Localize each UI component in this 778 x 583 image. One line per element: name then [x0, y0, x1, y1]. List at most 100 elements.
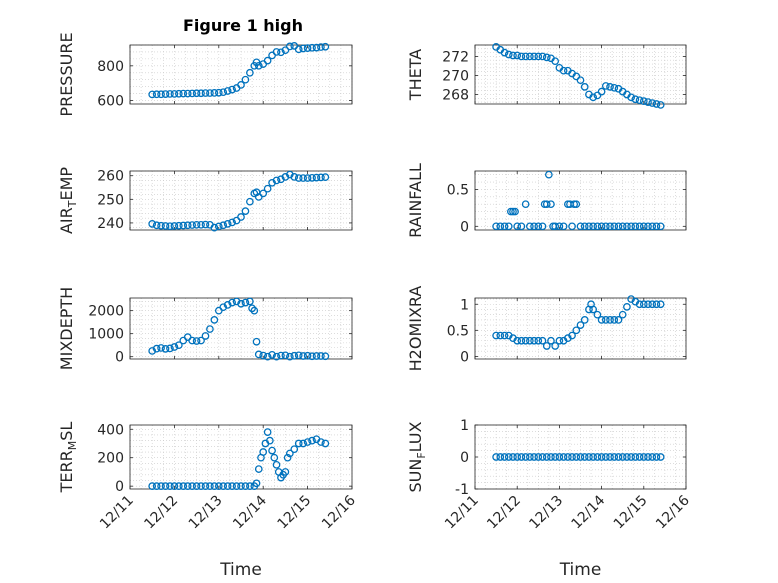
data-point [492, 453, 500, 461]
y-axis-label: MIXDEPTH [57, 287, 76, 370]
y-axis-label: SUNFLUX [406, 421, 428, 492]
y-axis-label: THETA [406, 49, 425, 101]
data-point [504, 453, 513, 461]
data-point [614, 222, 623, 231]
data-point [299, 352, 308, 360]
data-point [179, 89, 188, 98]
data-point [170, 482, 179, 491]
data-point [192, 89, 201, 98]
data-point [299, 44, 308, 53]
data-point [294, 174, 303, 182]
data-point [192, 337, 201, 345]
data-point [580, 453, 589, 461]
data-point [263, 352, 272, 361]
data-point [210, 89, 219, 97]
data-point [635, 453, 644, 461]
data-point [317, 438, 325, 446]
data-point [232, 482, 241, 491]
data-point [259, 189, 268, 198]
data-point [192, 482, 201, 491]
data-point [538, 222, 547, 231]
data-point [174, 89, 183, 98]
plot-area [130, 45, 352, 104]
data-point [161, 90, 170, 98]
data-point [644, 453, 652, 461]
y-tick-label: 400 [97, 422, 124, 438]
data-point [614, 453, 623, 461]
data-point [223, 220, 232, 228]
data-point [285, 352, 294, 361]
data-point [572, 453, 581, 461]
data-point [610, 453, 619, 461]
data-point [263, 184, 272, 193]
data-point [576, 76, 585, 85]
data-point [601, 82, 610, 90]
data-point [530, 222, 538, 231]
data-point [618, 222, 627, 231]
data-point [252, 479, 261, 488]
y-tick-label: 0 [460, 450, 469, 466]
data-point [317, 43, 325, 51]
data-point [555, 222, 564, 231]
data-point [272, 176, 281, 185]
data-point [542, 453, 551, 461]
data-point [538, 453, 547, 461]
subplot-2: 268 270 272 THETA [406, 43, 687, 109]
data-point [166, 222, 174, 231]
axes-box [474, 44, 687, 105]
data-point [188, 89, 197, 98]
y-tick-label: 200 [97, 451, 124, 467]
data-point [237, 482, 245, 491]
data-point [166, 344, 174, 353]
data-point [492, 222, 500, 231]
data-point [580, 316, 589, 324]
data-point [228, 482, 236, 491]
data-point [635, 222, 644, 231]
data-point [303, 44, 312, 52]
y-axis-label: TERRMSL [57, 422, 79, 494]
data-point [272, 352, 281, 361]
axes-box [129, 44, 353, 105]
data-point [272, 48, 281, 56]
data-point [277, 48, 285, 57]
data-point [559, 66, 568, 75]
plot-area [130, 425, 352, 489]
y-tick-label: 2000 [88, 304, 124, 320]
axes-box [129, 170, 353, 231]
data-point [652, 222, 661, 231]
data-point [530, 336, 538, 345]
data-point [639, 453, 648, 461]
data-point [148, 482, 157, 491]
data-point [321, 352, 330, 361]
data-point [321, 42, 330, 51]
data-point [639, 300, 648, 309]
data-point [551, 453, 560, 461]
y-tick-label: 0.5 [447, 323, 469, 339]
data-point [593, 453, 602, 461]
data-point [308, 352, 316, 361]
y-tick-label: 1 [460, 297, 469, 313]
data-point [237, 299, 245, 308]
data-point [290, 351, 299, 360]
x-tick-label: 12/13 [186, 493, 226, 533]
data-point [526, 453, 534, 461]
data-point [201, 220, 210, 229]
subplot-7: 12/11 12/12 12/13 12/14 12/15 12/16 0 200 400 TER… [57, 422, 359, 580]
plot-area [475, 171, 686, 230]
y-axis-label: PRESSURE [57, 32, 76, 116]
data-point [547, 200, 555, 209]
data-point [597, 87, 606, 96]
data-point [183, 89, 192, 98]
data-point [250, 306, 259, 315]
x-tick-label: 12/12 [484, 493, 524, 533]
data-point [656, 222, 665, 231]
x-axis-label: Time [219, 560, 262, 580]
data-point [285, 42, 294, 51]
y-tick-label: 0.5 [447, 182, 469, 198]
data-point [580, 83, 589, 91]
data-point [521, 336, 530, 345]
data-point [656, 101, 665, 109]
y-tick-label: 240 [97, 216, 124, 232]
data-point [568, 222, 576, 231]
